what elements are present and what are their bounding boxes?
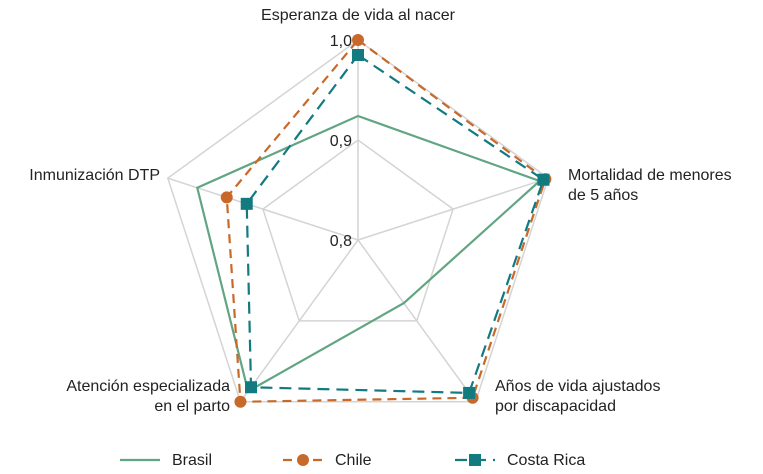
axis-label: Atención especializada en el parto [66,378,230,415]
legend-label: Costa Rica [507,452,585,469]
tick-label: 0,8 [330,233,352,250]
legend-label: Brasil [172,452,212,469]
series-line [245,53,545,395]
grid-ring [166,39,550,403]
spoke [357,177,549,241]
marker [245,381,258,394]
spoke [239,239,359,403]
legend-marker [297,454,309,466]
marker [220,191,233,204]
legend-label: Chile [335,452,372,469]
axis-label: Mortalidad de menores de 5 años [568,167,732,204]
series-line [225,38,547,403]
series-line [195,114,542,393]
marker [537,173,550,186]
tick-label: 1,0 [330,33,352,50]
marker [240,197,253,210]
axis-label: Años de vida ajustados por discapacidad [495,378,661,415]
axis-label: Inmunización DTP [29,167,160,184]
spoke [357,239,477,403]
marker [463,386,476,399]
spoke [167,177,359,241]
grid-ring [262,139,454,322]
legend-marker [469,454,481,466]
axis-label: Esperanza de vida al nacer [261,7,455,24]
marker [234,395,247,408]
marker [352,49,364,61]
tick-label: 0,9 [330,133,352,150]
marker [352,34,364,46]
